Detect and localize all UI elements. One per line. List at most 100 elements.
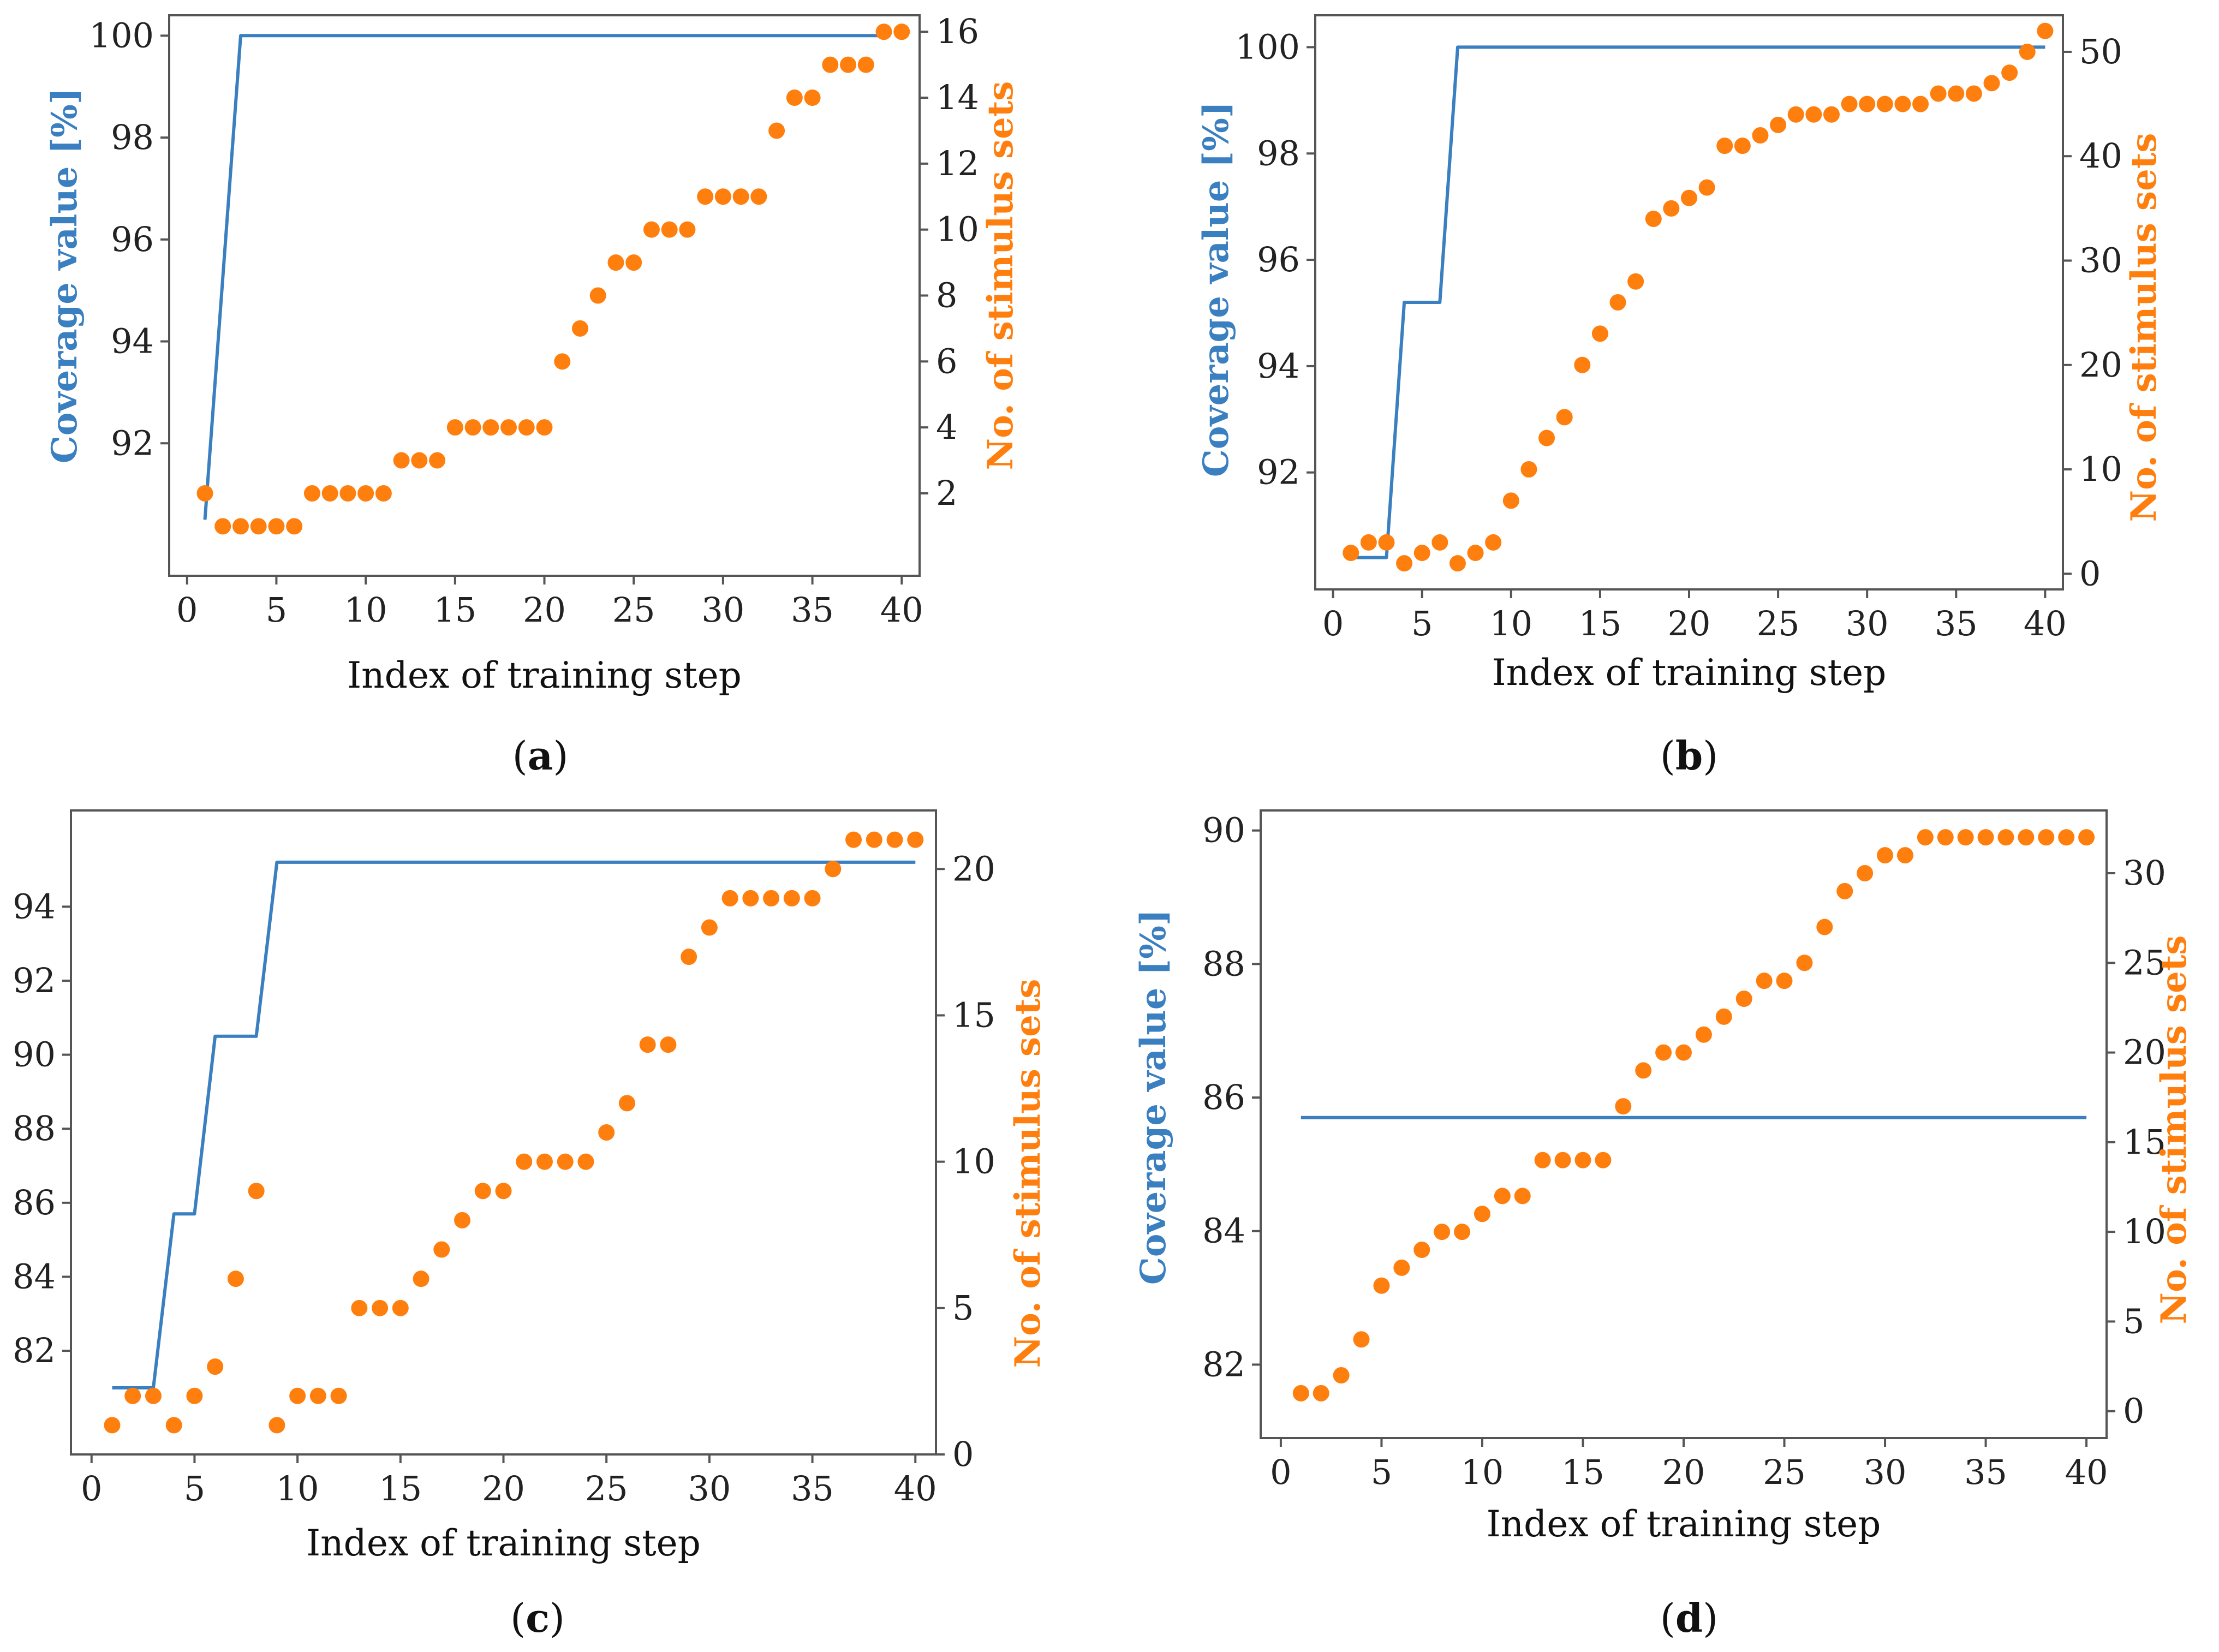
stimulus-point	[1997, 829, 2014, 846]
stimulus-point	[804, 90, 821, 106]
stimulus-point	[1948, 85, 1965, 102]
stimulus-point	[1977, 829, 1994, 846]
stimulus-point	[1609, 294, 1626, 311]
stimulus-point	[1538, 430, 1555, 446]
stimulus-point	[1716, 138, 1733, 154]
panel-label-close-paren: )	[553, 733, 568, 779]
stimulus-point	[1378, 534, 1395, 551]
stimulus-point	[1333, 1367, 1350, 1383]
stimulus-point	[500, 419, 517, 436]
panel-label-close-paren: )	[1703, 733, 1718, 779]
stimulus-point	[269, 1417, 285, 1434]
x-axis-title: Index of training step	[1492, 652, 1887, 694]
stimulus-point	[1591, 325, 1608, 342]
y-right-tick-label: 6	[936, 341, 957, 381]
y-right-tick-label: 25	[2123, 943, 2166, 982]
stimulus-point	[1353, 1331, 1370, 1348]
x-tick-label: 30	[688, 1469, 731, 1508]
stimulus-point	[598, 1124, 615, 1141]
y-left-axis-title: Coverage value [%]	[44, 88, 85, 463]
stimulus-point	[536, 1153, 553, 1170]
stimulus-point	[1431, 534, 1448, 551]
stimulus-point	[845, 831, 862, 848]
stimulus-point	[1735, 991, 1752, 1007]
x-tick-label: 40	[880, 590, 923, 630]
stimulus-point	[1485, 534, 1502, 551]
stimulus-point	[1957, 829, 1974, 846]
stimulus-point	[303, 485, 320, 502]
stimulus-point	[557, 1153, 574, 1170]
stimulus-point	[1655, 1044, 1672, 1061]
y-left-tick-label: 90	[13, 1035, 56, 1075]
x-tick-label: 10	[276, 1469, 319, 1508]
stimulus-point	[495, 1183, 512, 1200]
stimulus-point	[875, 23, 892, 40]
y-right-axis-title: No. of stimulus sets	[2123, 133, 2164, 522]
y-right-tick-label: 0	[952, 1434, 974, 1474]
x-tick-label: 5	[1371, 1452, 1392, 1492]
plot-frame	[70, 809, 937, 1456]
stimulus-point	[464, 419, 481, 436]
stimulus-point	[697, 188, 714, 205]
stimulus-point	[825, 861, 842, 878]
stimulus-point	[1556, 409, 1573, 426]
stimulus-point	[482, 419, 499, 436]
stimulus-point	[124, 1387, 141, 1404]
panel-label: (d)	[1660, 1595, 1719, 1641]
stimulus-point	[2078, 829, 2095, 846]
stimulus-point	[227, 1271, 244, 1287]
x-tick-label: 10	[344, 590, 387, 630]
y-left-tick-label: 94	[13, 886, 56, 926]
stimulus-point	[289, 1387, 306, 1404]
stimulus-point	[660, 1036, 677, 1053]
x-tick-label: 30	[1864, 1452, 1907, 1492]
panel-label-close-paren: )	[550, 1595, 565, 1641]
stimulus-point	[1396, 555, 1413, 572]
stimulus-point	[625, 254, 642, 271]
stimulus-point	[661, 221, 678, 238]
stimulus-point	[893, 23, 910, 40]
x-tick-label: 5	[184, 1469, 205, 1508]
stimulus-point	[454, 1212, 471, 1228]
stimulus-point	[763, 890, 780, 906]
panel-label: (a)	[512, 732, 569, 779]
stimulus-point	[1734, 138, 1751, 154]
x-tick-label: 0	[176, 590, 198, 630]
stimulus-point	[1912, 96, 1929, 112]
y-right-tick-label: 30	[2123, 853, 2166, 893]
coverage-line	[112, 860, 916, 1389]
x-axis-title: Index of training step	[306, 1522, 701, 1564]
chart-panel-d: 0 5 10 15 20 25 30 35 40 82 84 86 88 90 0 5 10 15 20 25 30 In…	[1133, 809, 2194, 1641]
x-tick-label: 5	[266, 590, 287, 630]
y-right-tick-label: 12	[936, 144, 979, 183]
y-right-tick-label: 5	[2123, 1301, 2144, 1341]
y-right-axis-title: No. of stimulus sets	[1007, 979, 1048, 1368]
y-left-tick-label: 84	[1202, 1211, 1245, 1251]
stimulus-point	[1413, 1242, 1430, 1258]
stimulus-point	[607, 254, 624, 271]
x-tick-label: 20	[1662, 1452, 1705, 1492]
stimulus-point	[1787, 106, 1804, 123]
chart-panel-a: 0 5 10 15 20 25 30 35 40 92 94 96 98 100 2 4 6 8 10 12 14 16 I…	[44, 11, 1021, 779]
stimulus-point	[1841, 96, 1858, 112]
y-left-axis-title: Coverage value [%]	[1196, 102, 1237, 477]
x-tick-label: 15	[1578, 604, 1621, 643]
stimulus-point	[589, 287, 606, 304]
stimulus-point	[2058, 829, 2075, 846]
x-tick-label: 35	[1935, 604, 1978, 643]
panel-label-letter: b	[1675, 732, 1703, 779]
panel-label-open-paren: (	[1660, 1595, 1675, 1641]
stimulus-point	[1930, 85, 1947, 102]
stimulus-point	[1494, 1188, 1511, 1204]
y-left-tick-label: 98	[111, 117, 154, 157]
stimulus-point	[433, 1241, 450, 1258]
stimulus-point	[104, 1417, 121, 1434]
x-tick-label: 25	[1763, 1452, 1806, 1492]
stimulus-point	[196, 485, 213, 502]
x-tick-label: 0	[1322, 604, 1344, 643]
y-left-tick-label: 92	[111, 423, 154, 463]
stimulus-point	[1574, 1152, 1591, 1168]
stimulus-point	[750, 188, 767, 205]
stimulus-point	[207, 1358, 224, 1375]
stimulus-point	[375, 485, 392, 502]
